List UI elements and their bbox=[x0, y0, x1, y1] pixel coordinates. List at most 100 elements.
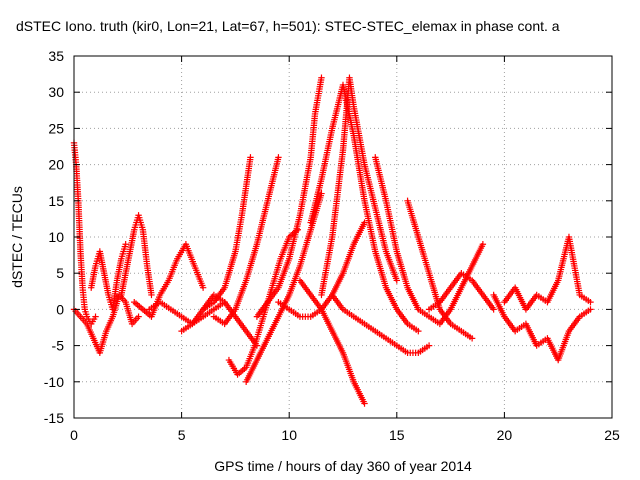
data-segment-markers bbox=[255, 300, 270, 319]
data-point bbox=[135, 313, 142, 320]
data-segment-markers bbox=[265, 286, 281, 304]
data-segment-markers bbox=[330, 271, 346, 297]
data-segment-markers bbox=[159, 300, 172, 312]
data-segment-markers bbox=[415, 235, 432, 275]
data-segment-markers bbox=[233, 315, 249, 333]
data-segment-markers bbox=[144, 264, 155, 296]
data-segment-markers bbox=[394, 308, 410, 326]
data-segment-markers bbox=[212, 314, 226, 326]
data-segment-markers bbox=[330, 329, 346, 355]
data-segment-markers bbox=[578, 307, 592, 319]
y-tick-label: 5 bbox=[56, 265, 64, 281]
data-segment-markers bbox=[202, 300, 215, 312]
y-tick-label: 35 bbox=[48, 48, 64, 64]
data-segment-markers bbox=[78, 315, 89, 326]
data-segment-markers bbox=[523, 322, 539, 347]
data-segment-markers bbox=[394, 250, 411, 289]
data-segment-markers bbox=[169, 307, 183, 319]
data-segment-markers bbox=[84, 322, 96, 340]
data-segment-markers bbox=[330, 293, 345, 311]
data-segment-markers bbox=[265, 156, 282, 202]
data-segment-markers bbox=[405, 286, 421, 311]
data-segment-markers bbox=[180, 322, 194, 333]
data-segment-markers bbox=[524, 293, 539, 311]
y-tick-label: 10 bbox=[48, 229, 64, 245]
data-segment-markers bbox=[383, 250, 400, 282]
data-segment-markers bbox=[104, 315, 116, 333]
data-segment-markers bbox=[567, 315, 582, 333]
data-segment-markers bbox=[361, 163, 378, 210]
data-segment-markers bbox=[407, 349, 419, 357]
data-segment-markers bbox=[437, 308, 453, 326]
series-arc-14 bbox=[296, 277, 368, 407]
data-segment-markers bbox=[460, 329, 474, 341]
data-segment-markers bbox=[319, 308, 335, 333]
y-tick-label: 30 bbox=[48, 84, 64, 100]
data-segment-markers bbox=[75, 199, 84, 253]
data-segment-markers bbox=[232, 279, 249, 311]
data-segment-markers bbox=[308, 293, 324, 311]
data-segment-markers bbox=[236, 365, 248, 377]
data-segment-markers bbox=[312, 76, 325, 115]
data-segment-markers bbox=[136, 214, 146, 231]
data-segment-markers bbox=[101, 272, 112, 296]
series-arc-8 bbox=[199, 154, 254, 313]
data-segment-markers bbox=[578, 293, 592, 304]
data-segment-markers bbox=[238, 185, 250, 217]
data-segment-markers bbox=[297, 156, 314, 217]
data-segment-markers bbox=[132, 300, 145, 312]
data-segment-markers bbox=[288, 307, 302, 319]
data-segment-markers bbox=[299, 313, 312, 320]
data-segment-markers bbox=[469, 243, 486, 268]
data-segment-markers bbox=[318, 236, 336, 296]
data-segment-markers bbox=[383, 286, 400, 311]
data-segment-markers bbox=[82, 308, 90, 318]
data-segment-markers bbox=[243, 156, 254, 188]
data-segment-markers bbox=[243, 243, 260, 282]
y-tick-label: -5 bbox=[52, 338, 65, 354]
data-segment-markers bbox=[329, 83, 346, 130]
data-segment-markers bbox=[139, 228, 151, 267]
data-segment-markers bbox=[307, 113, 318, 159]
data-point bbox=[199, 284, 207, 291]
series-arc-3 bbox=[88, 241, 129, 313]
data-segment-markers bbox=[232, 214, 245, 253]
data-point bbox=[92, 313, 99, 320]
data-segment-markers bbox=[190, 308, 205, 326]
data-point bbox=[361, 400, 368, 407]
data-segment-markers bbox=[406, 322, 420, 333]
data-segment-markers bbox=[329, 149, 346, 238]
data-segment-markers bbox=[470, 279, 485, 297]
data-segment-markers bbox=[88, 264, 99, 289]
data-segment-markers bbox=[243, 358, 260, 384]
x-tick-label: 5 bbox=[178, 427, 186, 443]
data-segment-markers bbox=[350, 134, 368, 202]
series-arc-22 bbox=[501, 233, 594, 313]
data-segment-markers bbox=[372, 207, 389, 253]
data-segment-markers bbox=[383, 199, 400, 253]
chart-title: dSTEC Iono. truth (kir0, Lon=21, Lat=67,… bbox=[16, 18, 560, 34]
series-arc-12 bbox=[253, 74, 325, 320]
data-segment-markers bbox=[252, 315, 266, 347]
data-segment-markers bbox=[297, 228, 314, 268]
x-tick-label: 10 bbox=[281, 427, 297, 443]
data-segment-markers bbox=[566, 236, 583, 296]
x-tick-label: 15 bbox=[389, 427, 405, 443]
data-segment-markers bbox=[77, 250, 86, 289]
data-segment-markers bbox=[308, 178, 325, 224]
data-segment-markers bbox=[109, 279, 120, 311]
data-point bbox=[490, 306, 497, 313]
data-segment-markers bbox=[372, 156, 389, 202]
data-segment-markers bbox=[286, 264, 303, 297]
series-arc-15 bbox=[307, 81, 422, 335]
data-series bbox=[70, 74, 594, 407]
x-tick-label: 20 bbox=[497, 427, 513, 443]
data-segment-markers bbox=[71, 142, 80, 166]
data-segment-markers bbox=[404, 199, 421, 239]
y-tick-label: 0 bbox=[56, 301, 64, 317]
series-arc-10 bbox=[225, 226, 302, 378]
data-segment-markers bbox=[183, 243, 197, 267]
data-segment-markers bbox=[97, 250, 107, 275]
data-segment-markers bbox=[123, 301, 135, 325]
data-point bbox=[148, 291, 155, 299]
